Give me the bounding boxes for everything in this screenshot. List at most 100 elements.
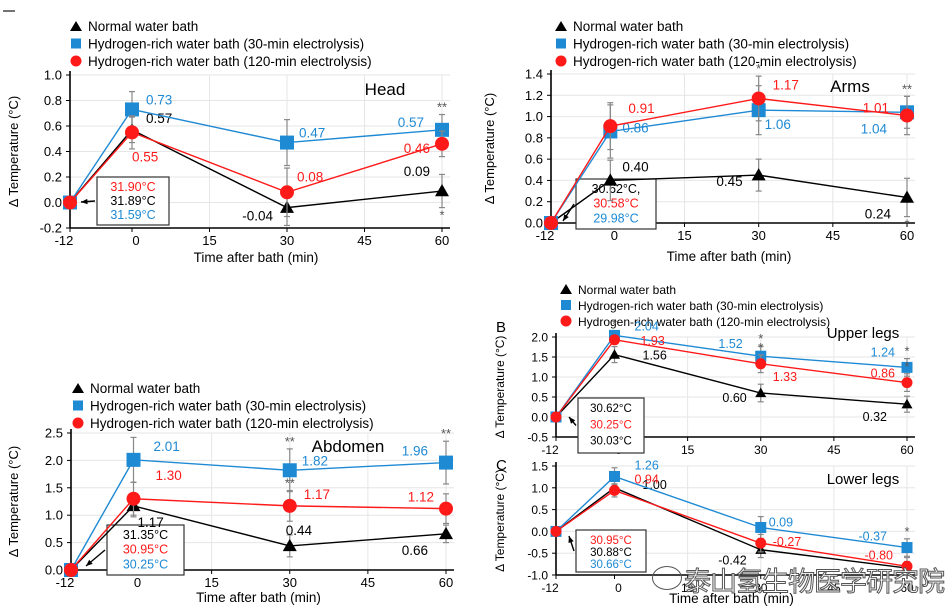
significance-mark: ** (437, 100, 447, 115)
series-line (70, 498, 447, 571)
baseline-arrow-head (568, 536, 574, 543)
baseline-box (96, 176, 170, 226)
data-point-circle (282, 498, 297, 513)
data-label: 0.47 (299, 126, 325, 141)
legend-label: Hydrogen-rich water bath (120-min electr… (88, 54, 372, 69)
data-point-triangle (751, 168, 766, 181)
data-label: 1.24 (871, 345, 895, 359)
data-point-triangle (439, 526, 453, 540)
significance-mark: ** (441, 426, 451, 441)
data-point-circle (550, 525, 562, 537)
series-line (69, 128, 443, 209)
y-tick-label: 1.5 (531, 460, 548, 474)
data-point-circle (755, 537, 767, 549)
chart-title: Head (365, 80, 406, 99)
x-tick-label: 60 (439, 575, 453, 590)
x-tick-label: 15 (204, 575, 218, 590)
x-tick-label: 15 (677, 228, 691, 243)
data-label: 0.45 (716, 174, 742, 189)
chart-arms: Normal water bath Hydrogen-rich water bat… (482, 19, 915, 264)
y-axis-label: Δ Temperature (°C) (6, 446, 21, 557)
data-label: 1.17 (304, 487, 330, 502)
x-tick-label: 45 (827, 443, 841, 457)
x-tick-label: 15 (681, 581, 695, 595)
y-axis-label: Δ Temperature (°C) (493, 469, 507, 572)
series-line (555, 475, 908, 549)
y-tick-label: 1.5 (531, 351, 548, 365)
y-tick-label: 0.0 (531, 525, 548, 539)
data-point-triangle (901, 398, 913, 409)
legend: Normal water bath Hydrogen-rich water bat… (72, 381, 374, 431)
y-tick-label: 1.4 (525, 67, 543, 82)
y-tick-label: 1.0 (44, 68, 62, 83)
x-tick-label: 60 (900, 228, 914, 243)
x-tick-label: 0 (134, 575, 141, 590)
baseline-temp: 30.58°C (593, 197, 638, 211)
legend-marker-triangle (72, 383, 84, 393)
data-label: 1.56 (643, 349, 667, 363)
x-tick-label: 30 (754, 581, 768, 595)
x-tick-label: 0 (615, 581, 622, 595)
data-label: 0.86 (871, 367, 895, 381)
data-point-circle (439, 501, 453, 516)
legend-marker-square (556, 38, 566, 49)
series-line (555, 334, 908, 418)
legend-label: Hydrogen-rich water bath (120-min electr… (90, 416, 374, 431)
y-tick-label: 0.0 (45, 563, 63, 578)
x-tick-label: -12 (541, 581, 559, 595)
y-tick-label: 2.0 (45, 453, 63, 468)
chart-lower-legs: -1.0 -0.5 0.0 0.5 1.0 1.5 -12 0 15 30 45 60 Time aft… (493, 457, 915, 606)
data-label: -0.04 (242, 209, 273, 224)
legend-label: Normal water bath (90, 381, 200, 396)
y-tick-label: 0.2 (525, 194, 543, 209)
data-label: 1.96 (402, 444, 428, 459)
baseline-temp: 30.88°C (590, 547, 632, 559)
y-tick-label: 2.5 (45, 426, 63, 441)
baseline-temp: 31.59°C (110, 208, 155, 222)
data-label: 0.24 (865, 206, 892, 221)
data-point-circle (125, 125, 139, 140)
chart-head: Normal water bath Hydrogen-rich water bat… (6, 19, 450, 265)
data-point-circle (755, 358, 767, 370)
series-normal: 0.40 0.45 0.24 (544, 158, 914, 229)
data-point-square (126, 452, 141, 467)
y-tick-label: 0.5 (531, 503, 548, 517)
y-tick-label: 1.2 (525, 88, 543, 103)
legend-marker-triangle (555, 21, 567, 31)
data-label: 1.17 (138, 515, 164, 530)
x-axis-label: Time after bath (min) (667, 249, 792, 264)
legend-label: Normal water bath (88, 19, 198, 34)
data-label: 2.01 (154, 439, 180, 454)
chart-title: Abdomen (312, 437, 385, 456)
data-point-circle (901, 377, 913, 389)
baseline-arrow-head (563, 214, 569, 221)
legend-marker-circle (560, 315, 572, 327)
x-tick-label: 30 (280, 233, 294, 248)
data-point-square (901, 542, 913, 554)
data-label: 1.26 (635, 458, 659, 472)
significance-mark: * (612, 316, 617, 331)
baseline-arrow-head (81, 198, 88, 205)
series-line (70, 459, 447, 571)
x-tick-label: 30 (283, 575, 297, 590)
x-tick-label: 15 (681, 443, 695, 457)
legend-marker-circle (70, 55, 82, 67)
legend-marker-triangle (70, 21, 82, 31)
data-label: 0.91 (628, 101, 654, 116)
y-tick-label: 0.6 (44, 119, 62, 134)
legend-marker-square (73, 400, 83, 411)
data-label: 1.17 (773, 77, 799, 92)
series-line (550, 97, 908, 224)
y-tick-label: -0.2 (40, 221, 62, 236)
baseline-temp: 30.66°C (590, 559, 632, 571)
data-label: 1.12 (408, 490, 434, 505)
data-label: 1.01 (863, 101, 889, 116)
data-point-square (435, 122, 449, 137)
data-label: 0.46 (404, 141, 430, 156)
x-tick-label: 45 (357, 233, 371, 248)
legend-label: Hydrogen-rich water bath (30-min electro… (88, 37, 364, 52)
y-tick-label: 1.0 (531, 481, 548, 495)
series-line (550, 109, 908, 224)
baseline-temp: 31.35°C (123, 528, 168, 542)
data-label: 0.94 (635, 472, 659, 486)
